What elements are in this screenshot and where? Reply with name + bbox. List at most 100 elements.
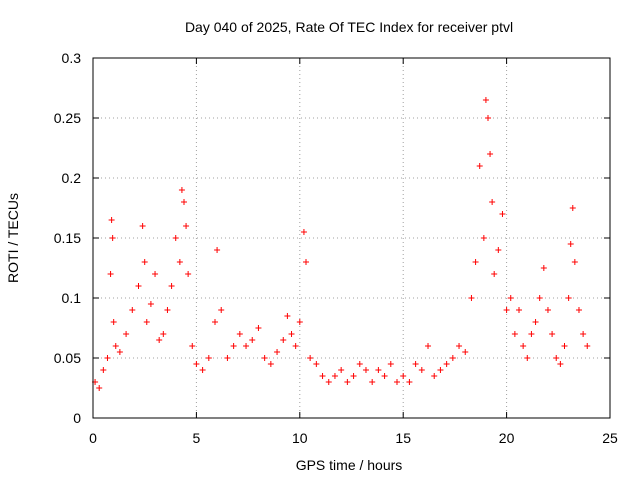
data-point xyxy=(193,361,200,367)
chart-title: Day 040 of 2025, Rate Of TEC Index for r… xyxy=(185,19,513,35)
data-point xyxy=(484,115,491,121)
data-point xyxy=(524,355,531,361)
data-point xyxy=(387,361,394,367)
data-point xyxy=(243,343,250,349)
data-point xyxy=(491,271,498,277)
data-point xyxy=(288,331,295,337)
data-point xyxy=(507,295,514,301)
data-point xyxy=(375,367,382,373)
data-point xyxy=(212,319,219,325)
y-tick-label: 0.1 xyxy=(62,290,82,306)
data-point xyxy=(152,271,159,277)
data-point xyxy=(255,325,262,331)
data-point xyxy=(236,331,243,337)
data-point xyxy=(110,319,117,325)
data-point xyxy=(344,379,351,385)
data-point xyxy=(109,235,116,241)
data-point xyxy=(472,259,479,265)
x-tick-label: 10 xyxy=(292,430,308,446)
data-point xyxy=(400,373,407,379)
data-point xyxy=(205,355,212,361)
data-point xyxy=(569,205,576,211)
grid-lines xyxy=(93,58,610,418)
y-tick-label: 0.3 xyxy=(62,50,82,66)
data-point xyxy=(139,223,146,229)
y-tick-label: 0.05 xyxy=(54,350,81,366)
data-point xyxy=(296,319,303,325)
data-point xyxy=(180,199,187,205)
data-point xyxy=(280,337,287,343)
data-point xyxy=(584,343,591,349)
x-tick-label: 25 xyxy=(602,430,618,446)
data-point xyxy=(532,319,539,325)
data-point xyxy=(307,355,314,361)
data-point xyxy=(443,361,450,367)
data-point xyxy=(462,349,469,355)
x-tick-label: 5 xyxy=(193,430,201,446)
data-point xyxy=(284,313,291,319)
data-point xyxy=(147,301,154,307)
x-tick-label: 20 xyxy=(499,430,515,446)
data-point xyxy=(183,223,190,229)
data-point xyxy=(520,343,527,349)
data-point xyxy=(437,367,444,373)
data-point xyxy=(303,259,310,265)
data-point xyxy=(487,151,494,157)
data-point xyxy=(536,295,543,301)
data-point xyxy=(249,337,256,343)
data-point xyxy=(561,343,568,349)
data-point xyxy=(557,361,564,367)
data-point xyxy=(412,361,419,367)
data-point xyxy=(267,361,274,367)
data-point xyxy=(261,355,268,361)
data-point xyxy=(168,283,175,289)
data-point xyxy=(580,331,587,337)
data-point xyxy=(108,217,115,223)
data-point xyxy=(224,355,231,361)
data-point xyxy=(172,235,179,241)
data-point xyxy=(107,271,114,277)
data-point xyxy=(230,343,237,349)
data-point xyxy=(476,163,483,169)
data-point xyxy=(495,247,502,253)
data-point xyxy=(199,367,206,373)
data-point xyxy=(185,271,192,277)
data-point xyxy=(393,379,400,385)
y-tick-label: 0.25 xyxy=(54,110,81,126)
data-point xyxy=(499,211,506,217)
data-point xyxy=(189,343,196,349)
plot-border xyxy=(92,57,611,419)
data-point xyxy=(350,373,357,379)
y-tick-label: 0.2 xyxy=(62,170,82,186)
data-point xyxy=(362,367,369,373)
data-point xyxy=(381,373,388,379)
data-point xyxy=(319,373,326,379)
data-point xyxy=(123,331,130,337)
data-point xyxy=(528,331,535,337)
data-point xyxy=(571,259,578,265)
data-point xyxy=(503,307,510,313)
data-point xyxy=(141,259,148,265)
data-point xyxy=(292,343,299,349)
data-point xyxy=(96,385,103,391)
data-point xyxy=(129,307,136,313)
data-point xyxy=(369,379,376,385)
data-point xyxy=(516,307,523,313)
data-point xyxy=(218,307,225,313)
data-point xyxy=(456,343,463,349)
data-point xyxy=(100,367,107,373)
data-point xyxy=(544,307,551,313)
data-point xyxy=(449,355,456,361)
data-point xyxy=(338,367,345,373)
data-point xyxy=(116,349,123,355)
data-point xyxy=(143,319,150,325)
data-point xyxy=(325,379,332,385)
data-point xyxy=(549,331,556,337)
x-tick-label: 0 xyxy=(89,430,97,446)
data-point xyxy=(331,373,338,379)
data-point xyxy=(468,295,475,301)
data-point xyxy=(104,355,111,361)
data-point xyxy=(425,343,432,349)
data-point xyxy=(480,235,487,241)
